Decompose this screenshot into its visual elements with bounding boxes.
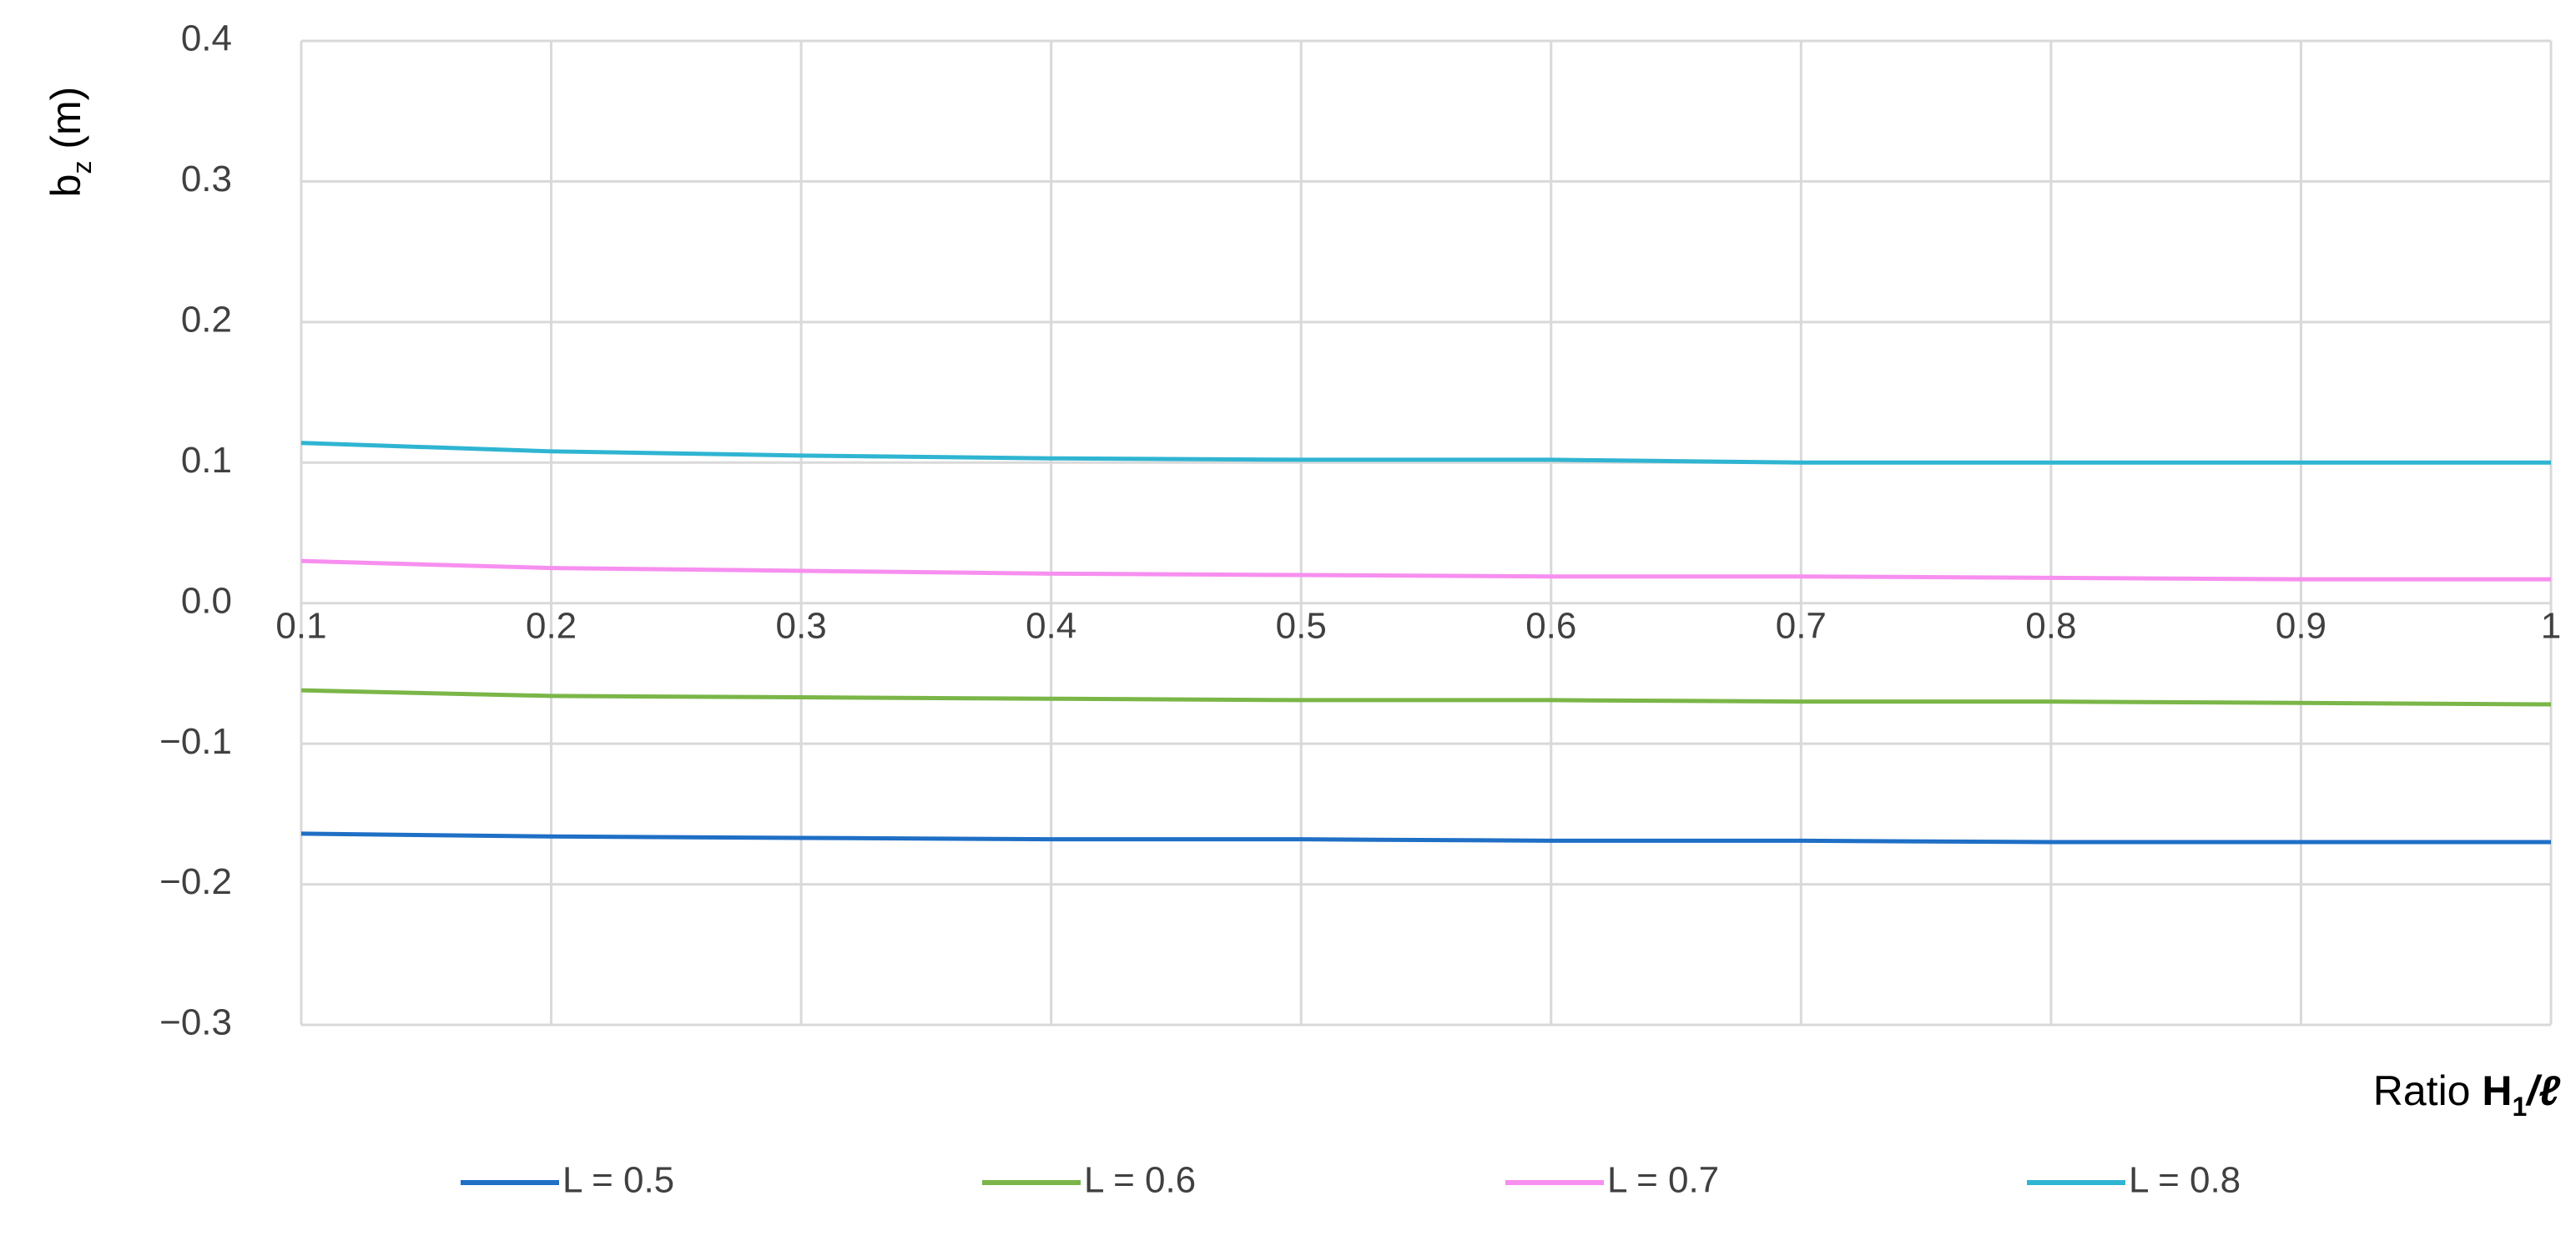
x-tick-label: 0.9 xyxy=(2276,605,2326,646)
x-tick-label: 0.6 xyxy=(1525,605,1576,646)
x-axis-title: Ratio H1/ℓ xyxy=(2373,1067,2561,1122)
series-line xyxy=(300,831,2551,845)
x-tick-label: 1 xyxy=(2541,605,2561,646)
x-tick-label: 0.2 xyxy=(526,605,577,646)
x-tick-label: 0.4 xyxy=(1026,605,1076,646)
y-tick-label: 0.4 xyxy=(181,18,232,59)
x-tick-label: 0.1 xyxy=(275,605,326,646)
y-tick-label: 0.3 xyxy=(181,159,232,199)
y-title-sub: z xyxy=(67,161,97,174)
y-axis-title: bz (m) xyxy=(43,87,97,198)
y-title-rest: (m) xyxy=(43,87,89,161)
series-line xyxy=(300,441,2551,465)
x-tick-label: 0.5 xyxy=(1276,605,1327,646)
y-tick-label: 0.2 xyxy=(181,299,232,340)
x-title-sub: 1 xyxy=(2513,1092,2528,1122)
legend-label: L = 0.5 xyxy=(562,1160,674,1201)
y-tick-label: 0.1 xyxy=(181,440,232,481)
x-title-text: Ratio xyxy=(2373,1067,2483,1114)
series-line xyxy=(300,558,2551,582)
series-line xyxy=(300,688,2552,707)
x-title-bold: H xyxy=(2482,1067,2512,1114)
y-tick-label: 0.0 xyxy=(181,580,232,621)
legend-label: L = 0.6 xyxy=(1084,1160,1196,1201)
y-title-text: b xyxy=(43,174,89,198)
legend-label: L = 0.7 xyxy=(1607,1160,1719,1201)
y-tick-label: −0.1 xyxy=(159,721,232,762)
x-tick-label: 0.7 xyxy=(1776,605,1827,646)
y-tick-label: −0.3 xyxy=(159,1002,232,1043)
x-tick-label: 0.8 xyxy=(2025,605,2076,646)
legend-label: L = 0.8 xyxy=(2129,1160,2241,1201)
x-tick-label: 0.3 xyxy=(776,605,827,646)
x-title-rest: /ℓ xyxy=(2525,1067,2561,1114)
y-tick-label: −0.2 xyxy=(159,861,232,902)
